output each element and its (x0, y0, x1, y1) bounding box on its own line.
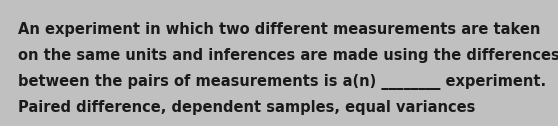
Text: Paired difference, dependent samples, equal variances: Paired difference, dependent samples, eq… (18, 100, 475, 115)
Text: between the pairs of measurements is a(n) ________ experiment.: between the pairs of measurements is a(n… (18, 74, 546, 90)
Text: An experiment in which two different measurements are taken: An experiment in which two different mea… (18, 22, 540, 37)
Text: on the same units and inferences are made using the differences: on the same units and inferences are mad… (18, 48, 558, 63)
